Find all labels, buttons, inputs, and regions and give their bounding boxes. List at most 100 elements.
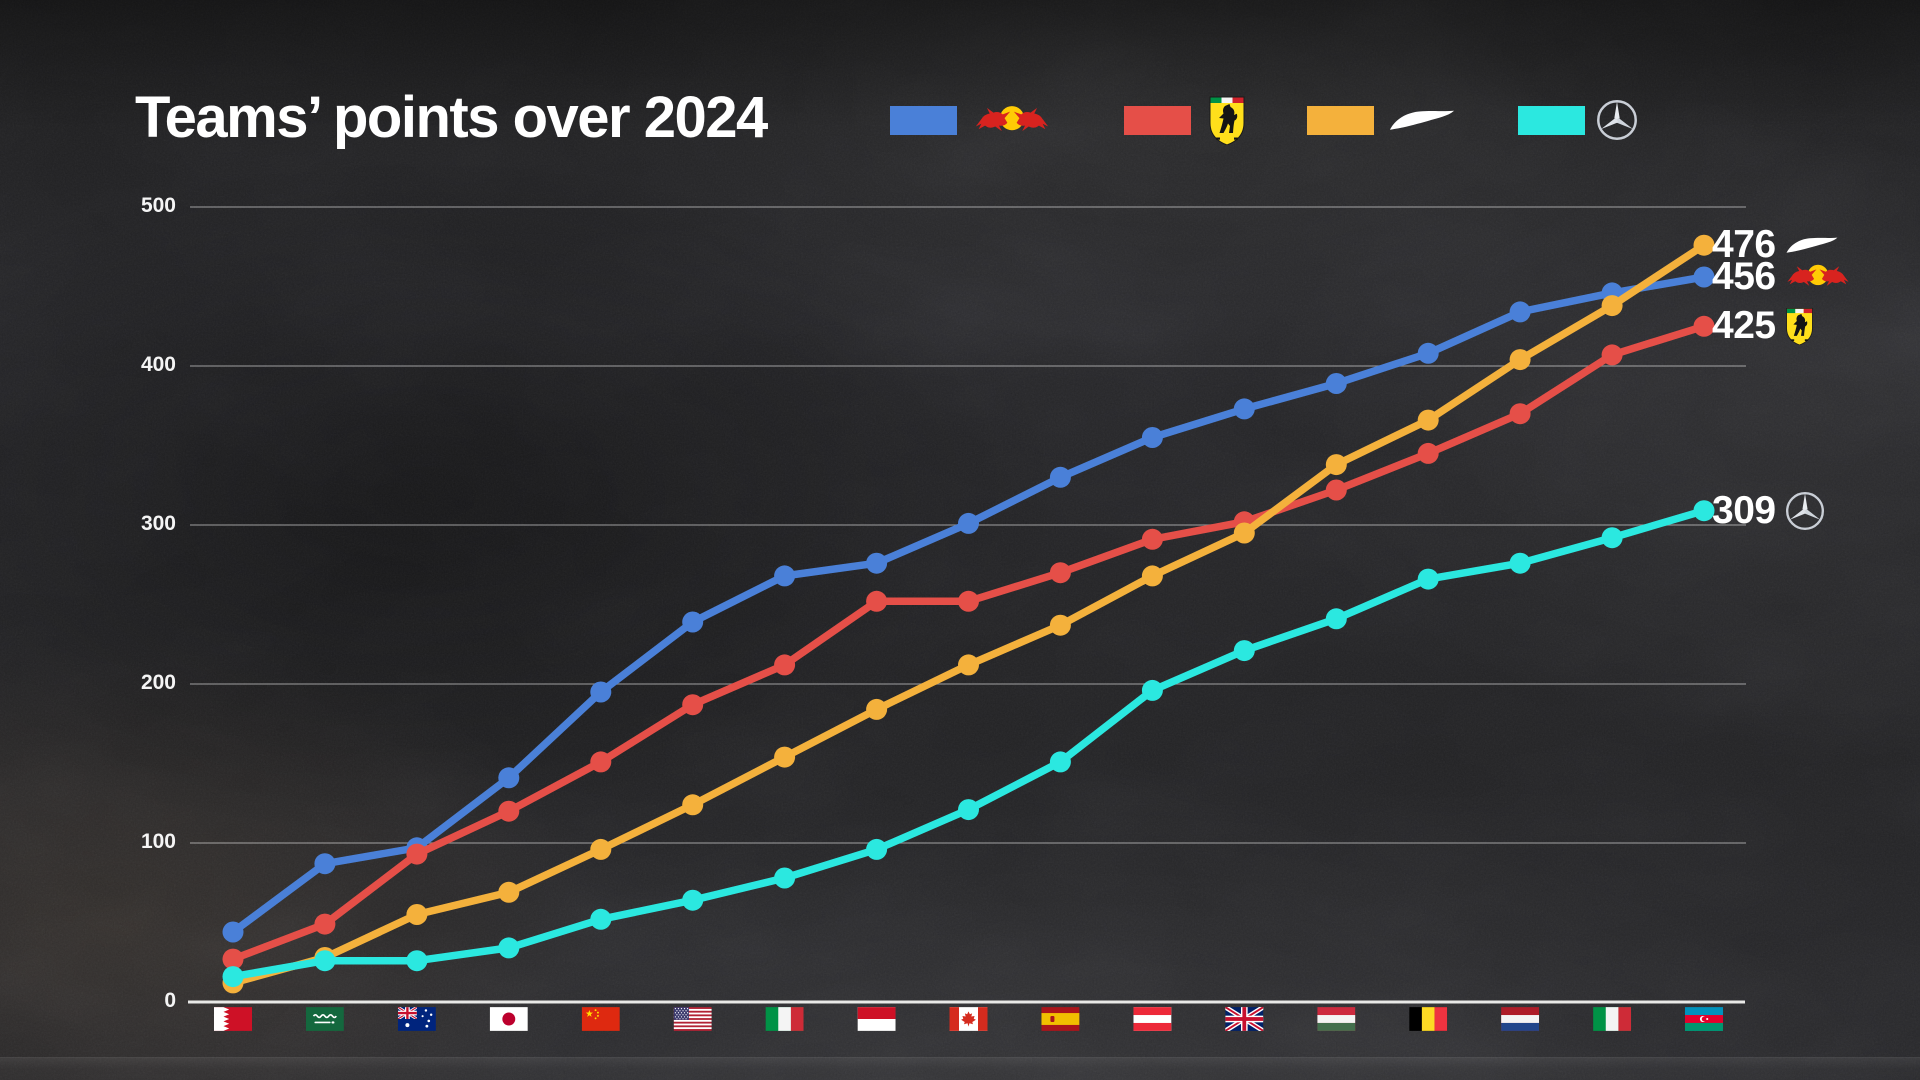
- point-ferrari-canada-8: [958, 590, 979, 612]
- point-red-bull-united-kingdom-11: [1233, 398, 1255, 420]
- y-tick-300: 300: [140, 512, 176, 535]
- point-mercedes-china-4: [590, 908, 612, 930]
- point-ferrari-saudi-arabia-1: [314, 913, 336, 935]
- line-ferrari: [229, 322, 1708, 963]
- flag-italy: [1593, 1007, 1632, 1031]
- flag-spain: [1041, 1007, 1080, 1031]
- point-ferrari-usa-5: [682, 694, 704, 716]
- point-mercedes-bahrain-0: [222, 966, 244, 988]
- point-mercedes-canada-8: [958, 799, 979, 821]
- point-mclaren-italy-6: [774, 746, 796, 768]
- chart-title: Teams’ points over 2024: [135, 85, 768, 150]
- flag-netherlands: [1501, 1007, 1540, 1031]
- red-bull-logo-art: [975, 106, 1049, 132]
- flag-australia: [397, 1007, 436, 1031]
- point-red-bull-bahrain-0: [222, 921, 244, 943]
- point-red-bull-azerbaijan-16: [1693, 266, 1715, 288]
- ferrari-icon: [1208, 95, 1246, 146]
- point-mclaren-usa-5: [682, 794, 704, 816]
- red-bull-icon: [1785, 260, 1851, 293]
- point-red-bull-spain-9: [1049, 466, 1071, 488]
- point-mclaren-united-kingdom-11: [1233, 522, 1255, 544]
- y-tick-400: 400: [140, 353, 176, 376]
- bottom-edge-seam: [0, 1057, 1920, 1080]
- point-red-bull-hungary-12: [1325, 373, 1347, 394]
- point-red-bull-canada-8: [958, 512, 979, 534]
- flag-azerbaijan: [1685, 1007, 1723, 1031]
- point-mclaren-azerbaijan-16: [1693, 234, 1715, 256]
- point-mercedes-netherlands-14: [1509, 552, 1531, 574]
- point-mercedes-spain-9: [1049, 751, 1071, 773]
- point-mercedes-saudi-arabia-1: [314, 950, 336, 972]
- end-label-value-ferrari: 425: [1712, 304, 1776, 348]
- legend-swatch-red-bull: [890, 106, 957, 135]
- ferrari-logo-art: [1209, 96, 1245, 146]
- flag-usa: [673, 1007, 712, 1031]
- flag-hungary: [1317, 1007, 1356, 1031]
- point-mercedes-italy-15: [1601, 527, 1623, 549]
- mercedes-icon: [1596, 99, 1638, 141]
- point-mercedes-japan-3: [498, 937, 520, 959]
- point-mclaren-hungary-12: [1325, 454, 1347, 476]
- point-ferrari-bahrain-0: [222, 948, 244, 970]
- point-red-bull-china-4: [590, 681, 612, 703]
- point-ferrari-monaco-7: [866, 590, 888, 612]
- point-ferrari-hungary-12: [1325, 479, 1347, 501]
- mclaren-logo-art: [1389, 110, 1455, 130]
- point-red-bull-saudi-arabia-1: [314, 853, 336, 875]
- point-mercedes-usa-5: [682, 889, 704, 911]
- legend-swatch-ferrari: [1124, 106, 1191, 135]
- point-mercedes-monaco-7: [866, 838, 888, 860]
- point-mercedes-austria-10: [1141, 679, 1163, 701]
- point-red-bull-usa-5: [682, 611, 704, 633]
- point-mclaren-italy-15: [1601, 295, 1623, 317]
- end-label-value-mercedes: 309: [1712, 488, 1776, 532]
- flag-austria: [1133, 1007, 1172, 1031]
- point-mclaren-japan-3: [498, 881, 520, 903]
- point-mclaren-canada-8: [958, 654, 979, 676]
- end-label-value-mclaren: 476: [1712, 223, 1776, 267]
- end-label-mercedes: 309: [1712, 488, 1825, 532]
- red-bull-logo-art: [1786, 265, 1849, 287]
- y-tick-200: 200: [140, 671, 176, 694]
- point-red-bull-japan-3: [498, 767, 520, 789]
- line-mclaren: [229, 241, 1708, 987]
- point-ferrari-azerbaijan-16: [1693, 315, 1715, 337]
- point-ferrari-italy-15: [1601, 344, 1623, 366]
- point-mercedes-united-kingdom-11: [1233, 640, 1255, 662]
- flag-bahrain: [214, 1007, 252, 1031]
- end-label-ferrari: 425: [1712, 304, 1814, 348]
- end-label-mclaren: 476: [1712, 223, 1839, 267]
- ferrari-icon: [1785, 307, 1814, 346]
- point-mclaren-monaco-7: [866, 698, 888, 720]
- point-red-bull-netherlands-14: [1509, 301, 1531, 323]
- end-label-value-red-bull: 456: [1712, 254, 1776, 298]
- point-mclaren-spain-9: [1049, 614, 1071, 636]
- flag-united-kingdom: [1225, 1007, 1264, 1031]
- point-mclaren-belgium-13: [1417, 409, 1439, 431]
- flag-japan: [489, 1007, 528, 1031]
- red-bull-icon: [973, 100, 1051, 140]
- series-mclaren: [222, 234, 1715, 994]
- ferrari-logo-art: [1785, 308, 1813, 346]
- point-mercedes-australia-2: [406, 950, 428, 972]
- end-label-red-bull: 456: [1712, 254, 1851, 298]
- y-tick-0: 0: [164, 989, 176, 1012]
- point-ferrari-australia-2: [406, 843, 428, 865]
- mclaren-icon: [1388, 109, 1456, 131]
- point-mercedes-azerbaijan-16: [1693, 500, 1715, 522]
- flag-monaco: [857, 1007, 896, 1031]
- point-ferrari-japan-3: [498, 800, 520, 822]
- point-ferrari-austria-10: [1141, 528, 1163, 550]
- point-red-bull-monaco-7: [866, 552, 888, 574]
- flag-belgium: [1409, 1007, 1448, 1031]
- point-mercedes-belgium-13: [1417, 568, 1439, 590]
- point-red-bull-austria-10: [1141, 427, 1163, 448]
- point-ferrari-netherlands-14: [1509, 403, 1531, 425]
- point-ferrari-italy-6: [774, 654, 796, 676]
- point-ferrari-china-4: [590, 751, 612, 773]
- point-mercedes-hungary-12: [1325, 608, 1347, 630]
- mercedes-icon: [1785, 491, 1825, 531]
- point-mclaren-netherlands-14: [1509, 349, 1531, 371]
